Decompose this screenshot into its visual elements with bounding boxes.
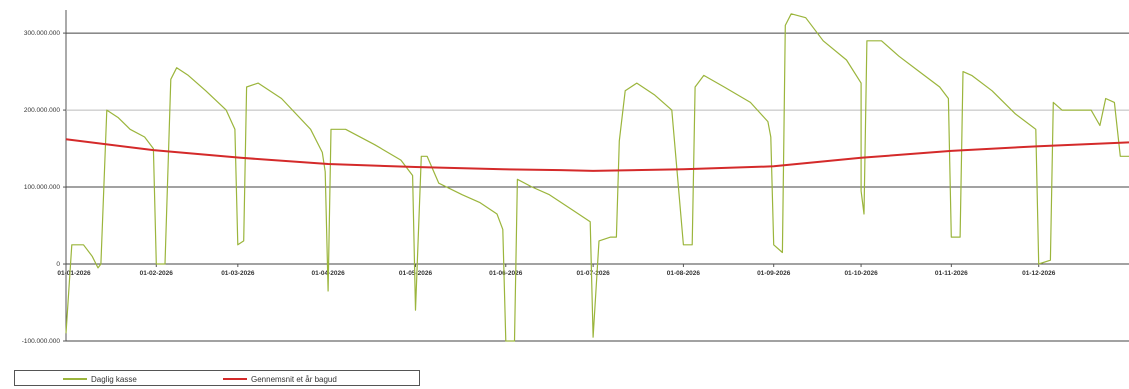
x-tick-label: 01-11-2026 [935,270,968,277]
legend-swatch-daglig-kasse [63,378,87,380]
x-tick-label: 01-01-2026 [57,270,91,277]
x-tick-label: 01-10-2026 [844,270,878,277]
x-axis-tick-labels: 01-01-2026 01-02-2026 01-03-2026 01-04-2026… [57,264,1056,277]
legend: Daglig kasse Gennemsnit et år bagud [14,370,420,386]
y-axis-tick-labels: -100.000.000 0 100.000.000 200.000.000 300.0… [22,30,61,345]
legend-label-daglig-kasse: Daglig kasse [91,374,137,384]
legend-swatch-gennemsnit [223,378,247,380]
y-tick-label: 300.000.000 [24,30,61,37]
x-tick-label: 01-05-2026 [399,270,433,277]
series-line-daglig-kasse [65,13,1129,342]
series-lines [65,13,1129,342]
legend-label-gennemsnit: Gennemsnit et år bagud [251,374,337,384]
legend-item-daglig-kasse: Daglig kasse [63,373,137,385]
x-tick-label: 01-06-2026 [489,270,523,277]
y-tick-label: 100.000.000 [24,184,61,191]
x-tick-label: 01-12-2026 [1022,270,1056,277]
y-tick-label: 0 [56,261,60,268]
series-line-gennemsnit [65,138,1129,172]
line-chart: -100.000.000 0 100.000.000 200.000.000 300.0… [22,10,1129,345]
y-tick-label: -100.000.000 [22,338,61,345]
y-tick-label: 200.000.000 [24,107,61,114]
x-tick-label: 01-03-2026 [221,270,255,277]
x-tick-label: 01-08-2026 [667,270,701,277]
legend-item-gennemsnit: Gennemsnit et år bagud [223,373,337,385]
x-tick-label: 01-07-2026 [577,270,611,277]
x-tick-label: 01-02-2026 [140,270,174,277]
x-tick-label: 01-09-2026 [757,270,791,277]
